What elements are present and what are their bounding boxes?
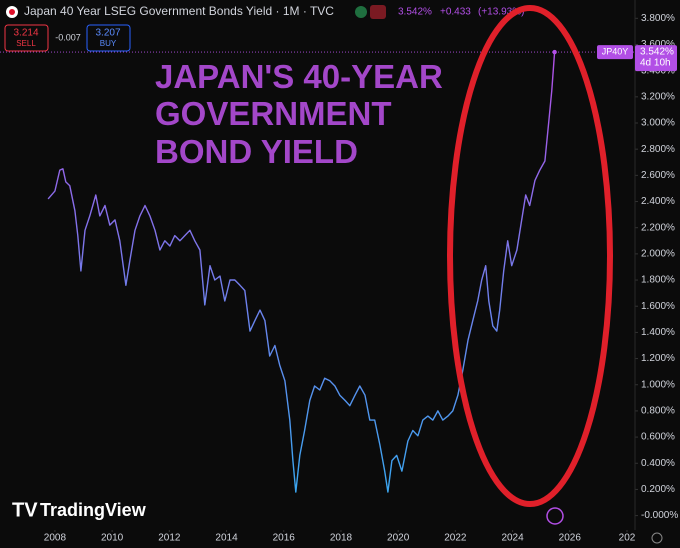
symbol-label: JP40Y	[602, 46, 629, 56]
x-tick-label: 202	[619, 533, 636, 544]
y-tick-label: 1.800%	[641, 275, 675, 286]
x-tick-label: 2020	[387, 533, 410, 544]
alert-icon	[370, 5, 386, 19]
last-point	[552, 49, 557, 55]
settings-icon[interactable]	[651, 532, 663, 544]
y-tick-label: 1.600%	[641, 301, 675, 312]
y-tick-label: 0.200%	[641, 484, 675, 495]
highlight-ellipse	[447, 5, 613, 507]
x-tick-label: 2018	[330, 533, 353, 544]
buy-price[interactable]: 3.207	[95, 28, 120, 39]
header-change: +0.433	[440, 7, 471, 18]
x-tick-label: 2008	[44, 533, 67, 544]
symbol-box	[597, 45, 633, 60]
y-tick-label: 1.400%	[641, 327, 675, 338]
y-tick-label: 0.400%	[641, 458, 675, 469]
status-icon	[355, 6, 367, 18]
countdown-label: 4d 10h	[640, 58, 671, 69]
y-tick-label: 3.800%	[641, 13, 675, 24]
sell-button[interactable]	[4, 24, 49, 52]
y-tick-label: 2.000%	[641, 249, 675, 260]
header-title: Japan 40 Year LSEG Government Bonds Yiel…	[24, 4, 334, 18]
x-tick-label: 2014	[215, 533, 238, 544]
x-tick-label: 2010	[101, 533, 124, 544]
y-tick-label: 3.000%	[641, 118, 675, 129]
annotation: JAPAN'S 40-YEAR	[155, 58, 443, 95]
x-tick-label: 2016	[273, 533, 296, 544]
y-tick-label: 3.600%	[641, 39, 675, 50]
x-tick-label: 2022	[444, 533, 467, 544]
annotation: BOND YIELD	[155, 133, 358, 170]
y-tick-label: 0.800%	[641, 406, 675, 417]
flag-dot	[9, 9, 15, 15]
sell-price[interactable]: 3.214	[13, 28, 38, 39]
y-tick-label: 3.200%	[641, 91, 675, 102]
y-tick-label: 1.000%	[641, 379, 675, 390]
header-change-pct: (+13.93%)	[478, 7, 524, 18]
buy-label[interactable]: BUY	[100, 39, 117, 48]
event-icon[interactable]	[546, 507, 564, 525]
logo-mark: TV	[12, 499, 38, 521]
spread: -0.007	[55, 32, 81, 42]
buy-button[interactable]	[86, 24, 131, 52]
sell-label[interactable]: SELL	[16, 39, 36, 48]
y-tick-label: 2.600%	[641, 170, 675, 181]
header-price: 3.542%	[398, 7, 432, 18]
last-value-box	[635, 45, 677, 72]
x-tick-label: 2026	[559, 533, 582, 544]
y-tick-label: 0.600%	[641, 432, 675, 443]
x-tick-label: 2012	[158, 533, 181, 544]
x-tick-label: 2024	[501, 533, 524, 544]
y-tick-label: 1.200%	[641, 353, 675, 364]
y-tick-label: -0.000%	[641, 510, 678, 521]
y-tick-label: 2.800%	[641, 144, 675, 155]
last-value-label: 3.542%	[640, 47, 674, 58]
brand: TradingView	[40, 500, 147, 520]
annotation: GOVERNMENT	[155, 95, 392, 132]
y-tick-label: 2.200%	[641, 222, 675, 233]
y-tick-label: 2.400%	[641, 196, 675, 207]
price-line	[47, 52, 556, 493]
